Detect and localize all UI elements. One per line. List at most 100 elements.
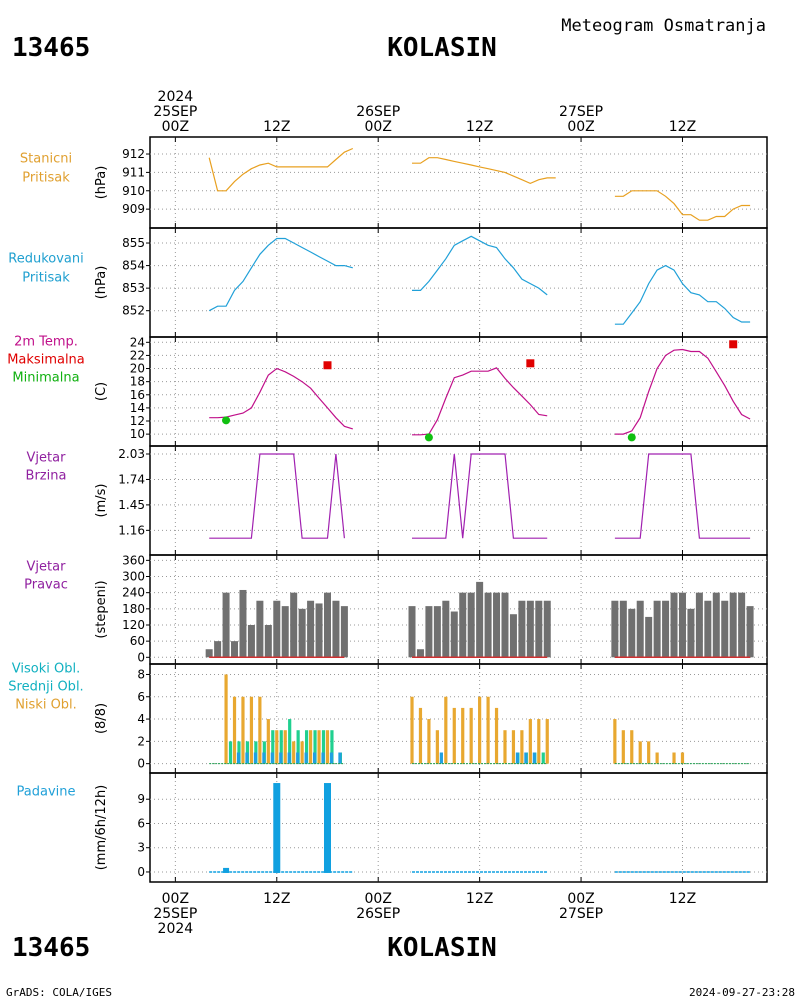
- time-label: 00Z: [365, 119, 392, 135]
- direction-bar: [738, 592, 746, 658]
- series-label: Stanicni: [20, 152, 72, 167]
- data-line: [412, 157, 556, 185]
- cloud-bar: [262, 752, 266, 764]
- cloud-bar: [249, 696, 254, 764]
- direction-bar: [729, 592, 737, 658]
- direction-bar: [712, 592, 720, 658]
- panel-vjetar_pravac: 0 60 120 180 240 300 360 (stepeni) Vjetar Pravac: [24, 553, 768, 665]
- cloud-bar: [317, 730, 321, 764]
- direction-bar: [290, 592, 298, 658]
- ytick-label: 6: [137, 690, 145, 704]
- cloud-bar: [224, 674, 228, 764]
- ytick-label: 16: [130, 388, 145, 402]
- ytick-label: 912: [122, 147, 145, 161]
- cloud-bar: [486, 696, 490, 764]
- ytick-label: 0: [137, 757, 145, 771]
- cloud-bar: [313, 730, 317, 764]
- series-label: Redukovani: [8, 252, 83, 267]
- data-line: [208, 147, 354, 192]
- ytick-label: 0: [137, 865, 145, 879]
- cloud-bar: [655, 752, 659, 764]
- direction-bar: [408, 606, 416, 658]
- cloud-bar: [461, 707, 465, 764]
- panel-padavine: 0 3 6 9 (mm/6h/12h) Padavine: [17, 772, 768, 883]
- data-line: [614, 264, 751, 325]
- data-line: [412, 235, 548, 296]
- direction-bar: [332, 600, 340, 658]
- time-label: 26SEP: [356, 906, 400, 922]
- time-label: 12Z: [263, 891, 290, 907]
- panel-oblaci: 0 2 4 6 8 (8/8) Visoki Obl. Srednji Obl. Niski O…: [8, 662, 768, 774]
- time-label: 26SEP: [356, 104, 400, 120]
- direction-bar: [678, 592, 686, 658]
- cloud-bar: [511, 730, 516, 764]
- cloud-bar: [545, 719, 549, 764]
- unit-label: (hPa): [94, 166, 109, 200]
- ytick-label: 9: [137, 792, 145, 806]
- cloud-bar: [439, 752, 443, 764]
- panel-frame: [149, 336, 768, 447]
- cloud-bar: [435, 730, 439, 764]
- cloud-bar: [410, 696, 414, 764]
- series-label: Vjetar: [27, 560, 67, 575]
- series-label: Pritisak: [22, 171, 70, 186]
- cloud-bar: [300, 741, 304, 764]
- direction-bar: [628, 608, 636, 658]
- cloud-bar: [541, 752, 545, 764]
- direction-bar: [670, 592, 678, 658]
- panel-vjetar_brzina: 1.16 1.45 1.74 2.03 (m/s) Vjetar Brzina: [26, 445, 768, 556]
- ytick-label: 240: [122, 586, 145, 600]
- cloud-bar: [271, 730, 275, 764]
- data-line: [209, 367, 353, 430]
- cloud-bar: [296, 752, 300, 764]
- cloud-bar: [444, 696, 448, 764]
- time-label: 12Z: [466, 891, 493, 907]
- unit-label: (stepeni): [94, 580, 109, 638]
- direction-bar: [746, 606, 754, 658]
- direction-bar: [721, 600, 729, 658]
- cloud-bar: [478, 696, 482, 764]
- ytick-label: 6: [137, 816, 145, 830]
- ytick-label: 911: [122, 165, 145, 179]
- time-label: 00Z: [567, 119, 594, 135]
- data-line: [208, 237, 353, 312]
- cloud-bar: [283, 730, 287, 764]
- ytick-label: 12: [130, 414, 145, 428]
- cloud-bar: [515, 752, 520, 764]
- cloud-bar: [338, 752, 342, 764]
- direction-bar: [340, 606, 348, 658]
- series-label: Minimalna: [12, 371, 79, 386]
- cloud-bar: [288, 719, 292, 764]
- data-line: [209, 453, 345, 539]
- ytick-label: 8: [137, 667, 145, 681]
- ytick-label: 10: [130, 427, 145, 441]
- direction-bar: [493, 592, 501, 658]
- cloud-bar: [647, 741, 651, 764]
- direction-bar: [247, 624, 255, 658]
- direction-bar: [687, 608, 695, 658]
- ytick-label: 853: [122, 281, 145, 295]
- cloud-bar: [537, 719, 541, 764]
- series-label: Niski Obl.: [15, 698, 77, 713]
- max-temp-marker: [729, 340, 738, 349]
- cloud-bar: [253, 752, 258, 764]
- panel-frame: [149, 772, 768, 883]
- ytick-label: 22: [130, 348, 145, 362]
- cloud-bar: [494, 707, 499, 764]
- direction-bar: [298, 608, 306, 658]
- station-id-bottom: 13465: [12, 933, 90, 963]
- direction-bar: [231, 641, 239, 658]
- time-label: 2024: [158, 89, 194, 105]
- cloud-bar: [452, 707, 456, 764]
- direction-bar: [526, 600, 534, 658]
- cloud-bar: [266, 719, 270, 764]
- data-line: [412, 453, 548, 539]
- grads-credit: GrADS: COLA/IGES: [6, 986, 112, 999]
- cloud-bar: [524, 752, 528, 764]
- series-label: Visoki Obl.: [12, 662, 80, 677]
- cloud-bar: [321, 730, 326, 764]
- cloud-bar: [469, 707, 473, 764]
- meteogram-subtitle: Meteogram Osmatranja: [561, 16, 766, 36]
- panel-stanicni: 909 910 911 912 (hPa) Stanicni Pritisak: [20, 136, 768, 229]
